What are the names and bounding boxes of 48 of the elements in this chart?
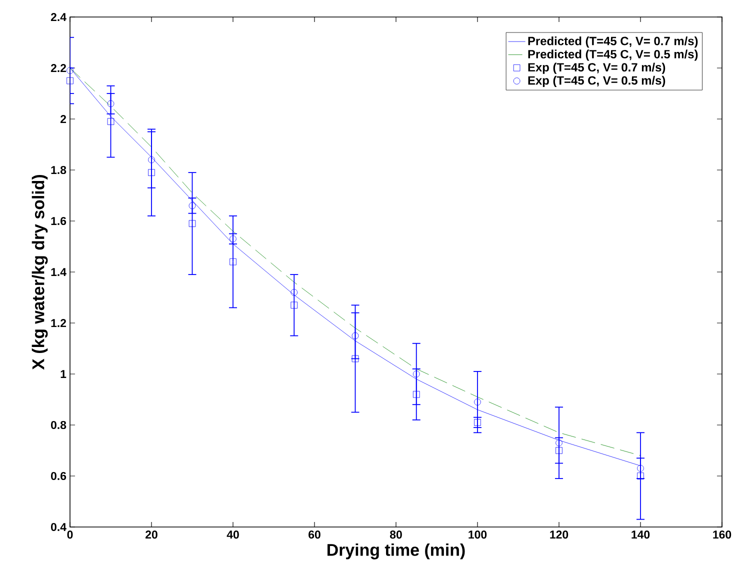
x-tick-label: 160 — [713, 530, 732, 539]
legend-label: Exp (T=45 C, V= 0.5 m/s) — [528, 76, 666, 88]
y-tick-label: 1 — [60, 370, 66, 378]
point — [352, 355, 359, 362]
y-tick-label: 2.4 — [50, 12, 66, 21]
point — [412, 370, 420, 378]
x-tick-label: 100 — [468, 530, 487, 539]
point — [230, 235, 236, 242]
point — [290, 302, 298, 309]
y-axis-title: X (kg water/kg dry solid) — [32, 174, 48, 370]
point — [352, 332, 359, 340]
y-tick-label: 1.6 — [51, 216, 66, 226]
legend-label: Predicted (T=45 C, V= 0.7 m/s) — [528, 36, 698, 48]
x-tick-label: 80 — [390, 530, 402, 539]
point — [412, 391, 420, 398]
point — [290, 288, 298, 296]
y-tick-label: 0.4 — [51, 522, 66, 532]
y-tick-label: 1.2 — [51, 318, 66, 327]
point — [148, 156, 155, 164]
point — [148, 169, 155, 176]
y-tick-label: 2 — [60, 114, 66, 123]
point — [556, 439, 562, 446]
point — [474, 398, 481, 406]
legend-label: Exp (T=45 C, V= 0.7 m/s) — [528, 62, 666, 74]
y-tick-label: 2.2 — [50, 64, 66, 72]
y-tick-label: 0.6 — [51, 472, 66, 480]
point — [107, 100, 114, 108]
point — [637, 472, 644, 480]
point — [66, 77, 74, 84]
x-tick-label: 20 — [146, 530, 158, 539]
point — [188, 220, 196, 227]
x-axis-title: Drying time (min) — [328, 543, 465, 560]
x-tick-label: 140 — [632, 530, 650, 539]
x-tick-label: 40 — [226, 530, 239, 539]
point — [107, 118, 114, 125]
y-tick-label: 1.8 — [51, 166, 66, 174]
legend-label: Predicted (T=45 C, V= 0.5 m/s) — [528, 50, 698, 61]
point — [474, 419, 481, 426]
x-tick-label: 0 — [67, 530, 73, 539]
point — [66, 67, 74, 74]
x-tick-label: 60 — [308, 530, 320, 539]
point — [637, 464, 644, 472]
point — [230, 258, 236, 266]
point — [188, 202, 196, 210]
point — [556, 447, 562, 454]
y-tick-label: 0.8 — [51, 420, 66, 430]
y-tick-label: 1.4 — [51, 268, 66, 276]
x-tick-label: 120 — [550, 530, 568, 539]
